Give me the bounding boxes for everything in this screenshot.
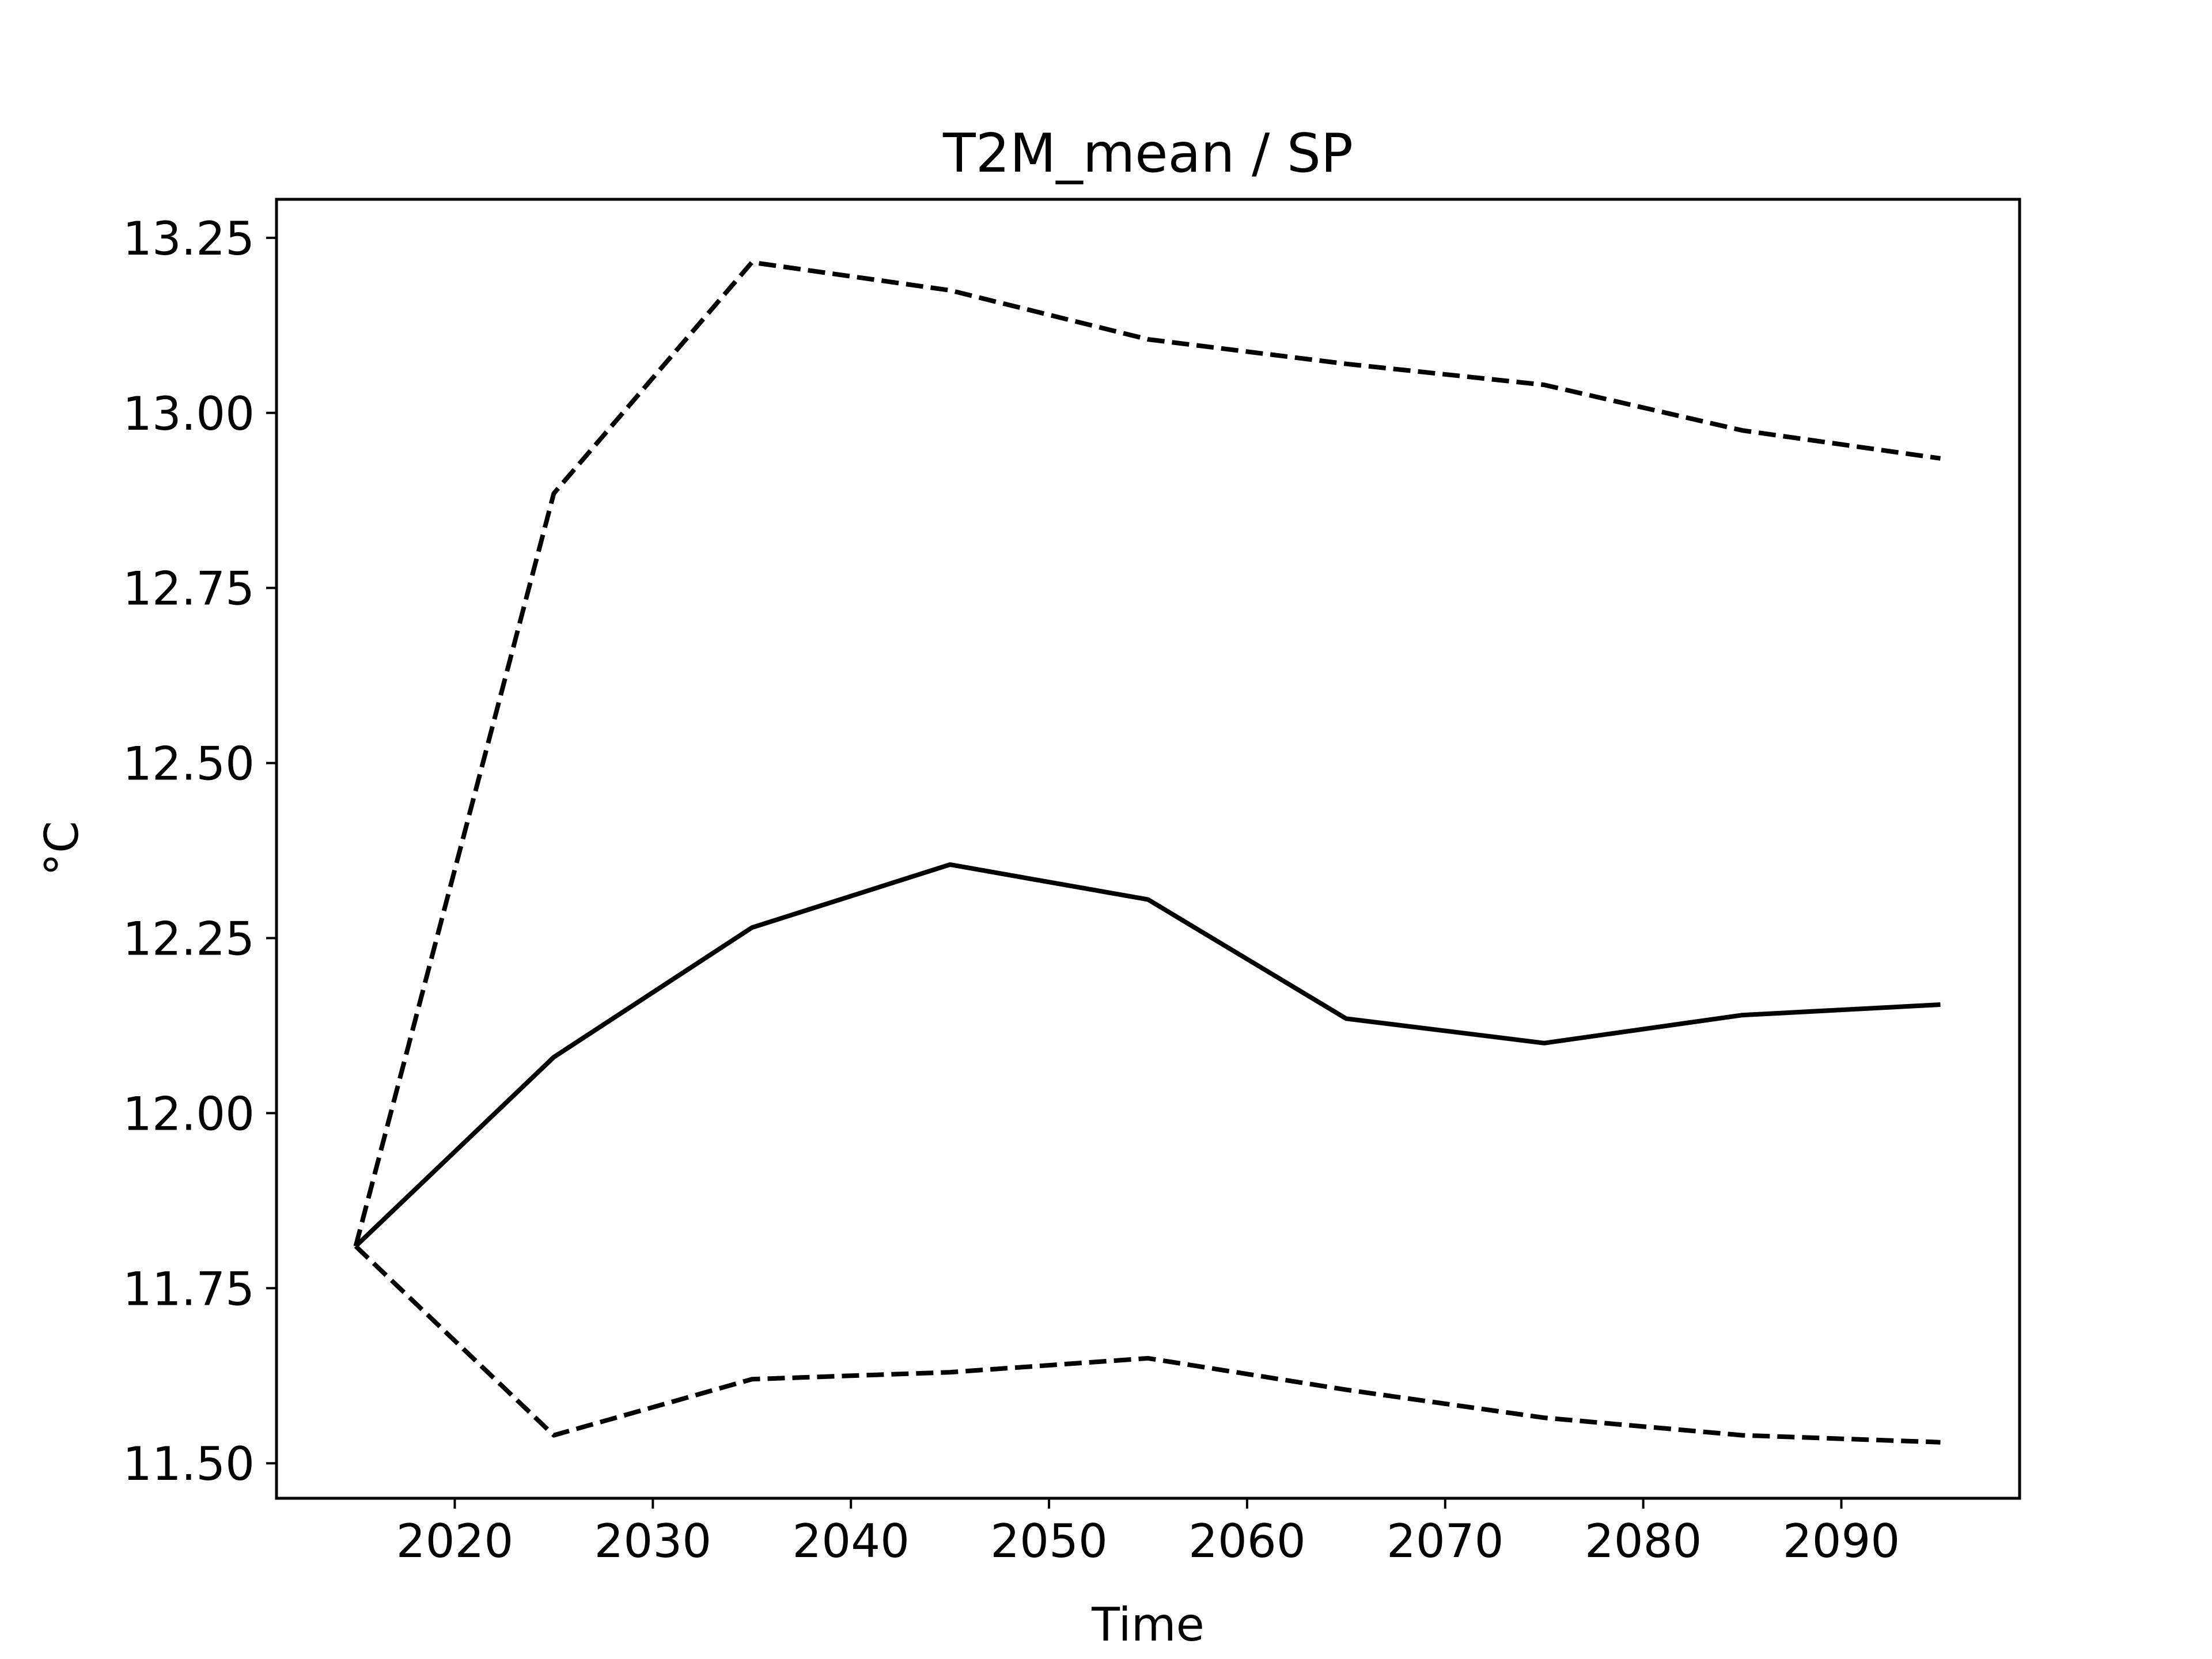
x-tick-label: 2080 [1585, 1514, 1702, 1568]
y-tick-label: 12.50 [123, 737, 255, 791]
x-tick-label: 2030 [594, 1514, 712, 1568]
y-tick-label: 12.75 [123, 562, 255, 616]
series-line-2 [354, 862, 1941, 1248]
x-axis-ticks: 2020 2030 2040 2050 2060 2070 2080 2090 [396, 1498, 1900, 1568]
y-tick-label: 12.00 [123, 1087, 255, 1141]
x-tick-label: 2020 [396, 1514, 514, 1568]
series-layer [353, 260, 1941, 1445]
x-tick-label: 2070 [1387, 1514, 1504, 1568]
x-tick-label: 2060 [1188, 1514, 1306, 1568]
y-tick-label: 13.25 [123, 212, 255, 266]
y-tick-label: 12.25 [123, 912, 255, 965]
x-tick-label: 2050 [990, 1514, 1108, 1568]
y-tick-label: 11.50 [123, 1437, 255, 1491]
y-axis-label: °C [35, 821, 89, 876]
y-tick-label: 11.75 [123, 1262, 255, 1316]
x-axis-label: Time [1091, 1598, 1205, 1652]
plot-area-frame [275, 198, 2021, 1500]
series-line-1 [353, 260, 1941, 1247]
series-line-3 [354, 1244, 1941, 1445]
y-tick-label: 13.00 [123, 387, 255, 441]
x-tick-label: 2090 [1783, 1514, 1900, 1568]
chart-title: T2M_mean / SP [942, 122, 1353, 184]
x-tick-label: 2040 [792, 1514, 910, 1568]
y-axis-ticks: 11.50 11.75 12.00 12.25 12.50 12.75 13.00 13.25 [123, 212, 276, 1491]
